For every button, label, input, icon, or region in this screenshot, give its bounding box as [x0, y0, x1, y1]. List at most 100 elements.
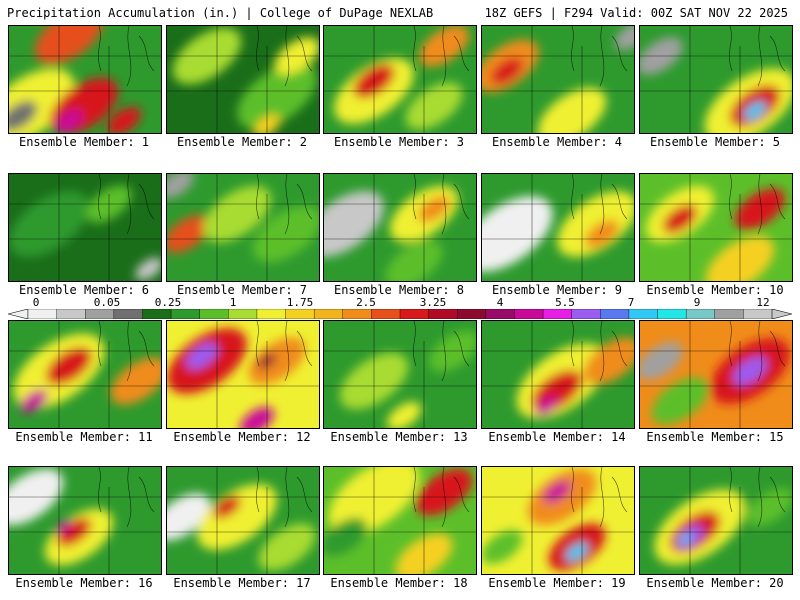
boundary-line — [441, 174, 447, 235]
boundary-line — [441, 467, 447, 528]
boundary-line — [453, 35, 470, 72]
boundary-line — [256, 467, 260, 513]
ensemble-member-map — [323, 466, 477, 575]
precip-field — [640, 467, 792, 574]
boundary-line — [98, 26, 102, 72]
precip-colorbar — [8, 309, 792, 319]
ensemble-member-map — [323, 320, 477, 429]
boundary-line — [98, 467, 102, 513]
ensemble-member-map — [639, 173, 793, 282]
colorbar-swatch — [142, 309, 172, 319]
ensemble-member-map — [481, 320, 635, 429]
boundary-line — [256, 321, 260, 367]
colorbar-swatch — [285, 309, 315, 319]
ensemble-member-map — [323, 173, 477, 282]
precip-field — [167, 321, 319, 428]
ensemble-member-label: Ensemble Member: 18 — [330, 576, 468, 590]
boundary-line — [599, 174, 605, 235]
precip-blob — [237, 63, 317, 129]
boundary-line — [413, 467, 417, 513]
boundary-line — [611, 330, 628, 367]
boundary-line — [757, 467, 763, 528]
precip-blob — [734, 188, 786, 230]
ensemble-member-map — [639, 320, 793, 429]
boundary-line — [296, 330, 313, 367]
boundary-line — [126, 321, 132, 382]
map-title: Precipitation Accumulation (in.) | Colle… — [7, 6, 434, 20]
boundary-line — [296, 35, 313, 72]
precip-blob — [186, 342, 218, 370]
ensemble-member-map — [639, 466, 793, 575]
boundary-line — [284, 174, 290, 235]
colorbar-max-arrow — [771, 309, 792, 319]
colorbar-swatch — [571, 309, 602, 319]
precip-blob — [239, 406, 275, 428]
precip-field — [167, 174, 319, 281]
boundary-line — [284, 321, 290, 382]
colorbar-swatch — [457, 309, 487, 319]
ensemble-member-map — [166, 466, 320, 575]
ensemble-member-label: Ensemble Member: 13 — [330, 430, 468, 444]
ensemble-member-map — [166, 25, 320, 134]
colorbar-tick: 4 — [496, 296, 504, 309]
ensemble-member-map — [8, 173, 162, 282]
colorbar-tick: 5.5 — [555, 296, 575, 309]
colorbar-swatch — [113, 309, 144, 319]
ensemble-member-label: Ensemble Member: 3 — [333, 135, 465, 149]
ensemble-member-label: Ensemble Member: 16 — [15, 576, 153, 590]
precip-blob — [167, 493, 211, 541]
colorbar-swatch — [714, 309, 745, 319]
precip-field — [482, 26, 634, 133]
boundary-line — [757, 174, 763, 235]
boundary-line — [599, 467, 605, 528]
precip-blob — [614, 26, 634, 51]
boundary-line — [571, 321, 575, 367]
ensemble-member-label: Ensemble Member: 5 — [649, 135, 781, 149]
ensemble-member-map — [481, 25, 635, 134]
precip-field — [167, 26, 319, 133]
precip-field — [9, 321, 161, 428]
precip-blob — [537, 87, 607, 133]
boundary-line — [611, 35, 628, 72]
ensemble-member-map — [639, 25, 793, 134]
colorbar-swatch — [199, 309, 230, 319]
boundary-line — [757, 26, 763, 87]
boundary-line — [98, 174, 102, 220]
colorbar-tick: 0.05 — [93, 296, 121, 309]
colorbar-tick: 7 — [627, 296, 635, 309]
boundary-line — [599, 321, 605, 382]
colorbar-swatch — [399, 309, 430, 319]
precip-field — [482, 174, 634, 281]
colorbar-swatch — [170, 309, 201, 319]
boundary-line — [611, 183, 628, 220]
precip-blob — [565, 542, 589, 562]
boundary-line — [296, 183, 313, 220]
precip-blob — [202, 185, 272, 243]
boundary-line — [138, 330, 155, 367]
ensemble-member-label: Ensemble Member: 2 — [176, 135, 308, 149]
precip-blob — [482, 196, 553, 272]
precip-blob — [46, 347, 92, 385]
precip-field — [9, 174, 161, 281]
precip-blob — [55, 109, 83, 133]
colorbar-swatch — [514, 309, 544, 319]
precip-field — [482, 321, 634, 428]
boundary-line — [138, 476, 155, 513]
valid-time-label: 18Z GEFS | F294 Valid: 00Z SAT NOV 22 20… — [484, 6, 788, 20]
colorbar-tick-labels: 0 0.05 0.25 1 1.75 2.5 3.25 4 5.5 7 9 12 — [0, 296, 800, 309]
boundary-line — [256, 26, 260, 72]
boundary-line — [571, 26, 575, 72]
colorbar-tick: 2.5 — [356, 296, 376, 309]
colorbar-swatch — [600, 309, 630, 319]
colorbar-swatch — [228, 309, 258, 319]
colorbar-tick: 1.75 — [286, 296, 314, 309]
colorbar-swatch — [542, 309, 573, 319]
ensemble-member-label: Ensemble Member: 10 — [646, 283, 784, 297]
boundary-line — [453, 330, 470, 367]
precip-blob — [557, 191, 634, 257]
ensemble-member-map — [323, 25, 477, 134]
precip-field — [482, 467, 634, 574]
ensemble-member-map — [8, 320, 162, 429]
boundary-line — [126, 174, 132, 235]
ensemble-member-map — [8, 25, 162, 134]
